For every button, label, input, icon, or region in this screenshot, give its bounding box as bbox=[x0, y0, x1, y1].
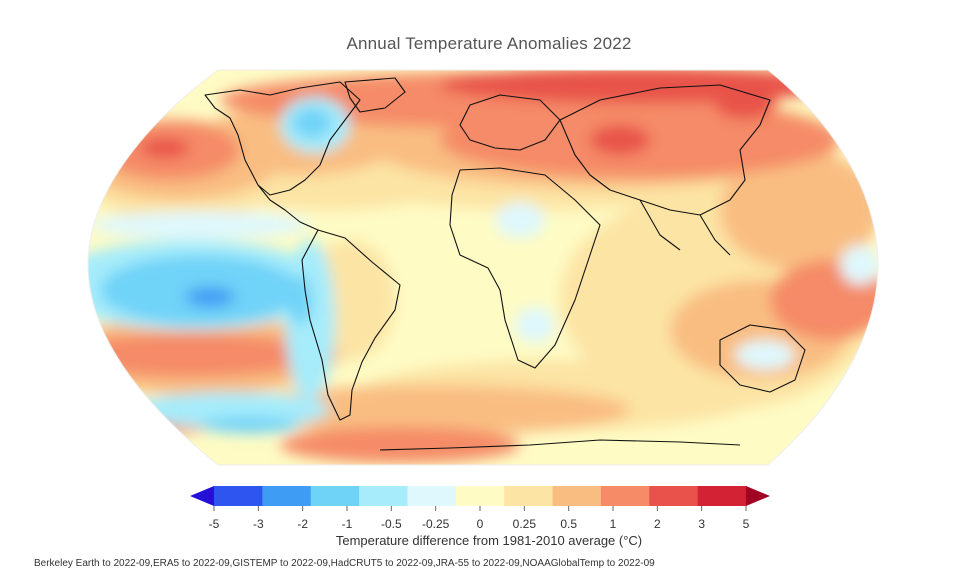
legend-tick-label: 1 bbox=[609, 517, 617, 531]
source-note: Berkeley Earth to 2022-09,ERA5 to 2022-0… bbox=[34, 558, 655, 569]
legend-bin bbox=[600, 486, 650, 506]
legend-tick-label: -3 bbox=[252, 517, 264, 531]
legend-bin bbox=[214, 486, 263, 506]
legend-bin bbox=[552, 486, 602, 506]
legend-bin bbox=[359, 486, 408, 506]
legend-bin bbox=[697, 486, 747, 506]
legend-tick-label: 0 bbox=[476, 517, 484, 531]
legend-tick-label: 0.25 bbox=[512, 517, 537, 531]
legend-tick-label: 5 bbox=[742, 517, 750, 531]
legend-tick-label: -0.25 bbox=[421, 517, 450, 531]
legend-bin-min bbox=[190, 486, 214, 506]
legend-bin bbox=[455, 486, 505, 506]
anomaly-field bbox=[88, 70, 878, 465]
legend-bin bbox=[407, 486, 457, 506]
legend-bin bbox=[649, 486, 699, 506]
legend-tick-label: 0.5 bbox=[560, 517, 577, 531]
legend-tick-label: 3 bbox=[698, 517, 705, 531]
legend-bin bbox=[310, 486, 360, 506]
legend-title: Temperature difference from 1981-2010 av… bbox=[335, 533, 643, 548]
legend-bin-max bbox=[746, 486, 770, 506]
legend-bin bbox=[262, 486, 312, 506]
globe-outline bbox=[87, 69, 879, 466]
legend-bin bbox=[504, 486, 554, 506]
legend-tick-label: -5 bbox=[208, 517, 220, 531]
legend-tick-label: 2 bbox=[653, 517, 661, 531]
legend-tick-label: -0.5 bbox=[380, 517, 402, 531]
coastlines bbox=[204, 77, 806, 451]
legend-tick-label: -1 bbox=[341, 517, 353, 531]
map-title: Annual Temperature Anomalies 2022 bbox=[346, 34, 632, 53]
legend-tick-label: -2 bbox=[297, 517, 308, 531]
